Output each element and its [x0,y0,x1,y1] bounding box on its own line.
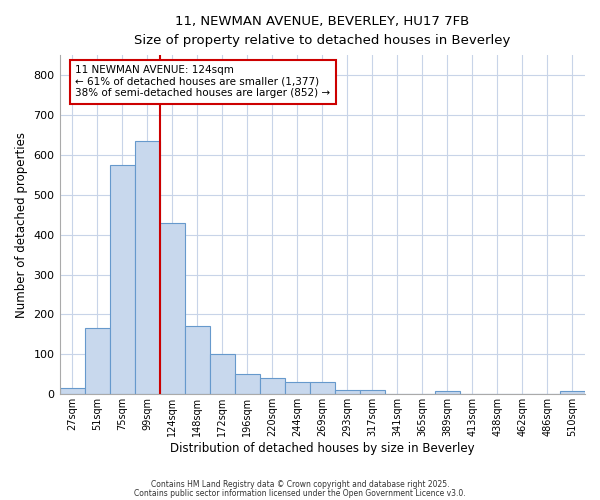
Y-axis label: Number of detached properties: Number of detached properties [15,132,28,318]
Bar [310,382,335,394]
Bar [560,392,585,394]
Bar [335,390,360,394]
Bar [260,378,285,394]
Text: Contains public sector information licensed under the Open Government Licence v3: Contains public sector information licen… [134,488,466,498]
Bar [235,374,260,394]
Bar [435,391,460,394]
Bar [185,326,209,394]
Bar [285,382,310,394]
Bar [134,141,160,395]
Text: Contains HM Land Registry data © Crown copyright and database right 2025.: Contains HM Land Registry data © Crown c… [151,480,449,489]
Bar [59,388,85,394]
Bar [209,354,235,395]
Bar [160,222,185,394]
Title: 11, NEWMAN AVENUE, BEVERLEY, HU17 7FB
Size of property relative to detached hous: 11, NEWMAN AVENUE, BEVERLEY, HU17 7FB Si… [134,15,511,47]
Bar [85,328,110,394]
Text: 11 NEWMAN AVENUE: 124sqm
← 61% of detached houses are smaller (1,377)
38% of sem: 11 NEWMAN AVENUE: 124sqm ← 61% of detach… [76,66,331,98]
Bar [360,390,385,394]
Bar [110,165,134,394]
X-axis label: Distribution of detached houses by size in Beverley: Distribution of detached houses by size … [170,442,475,455]
